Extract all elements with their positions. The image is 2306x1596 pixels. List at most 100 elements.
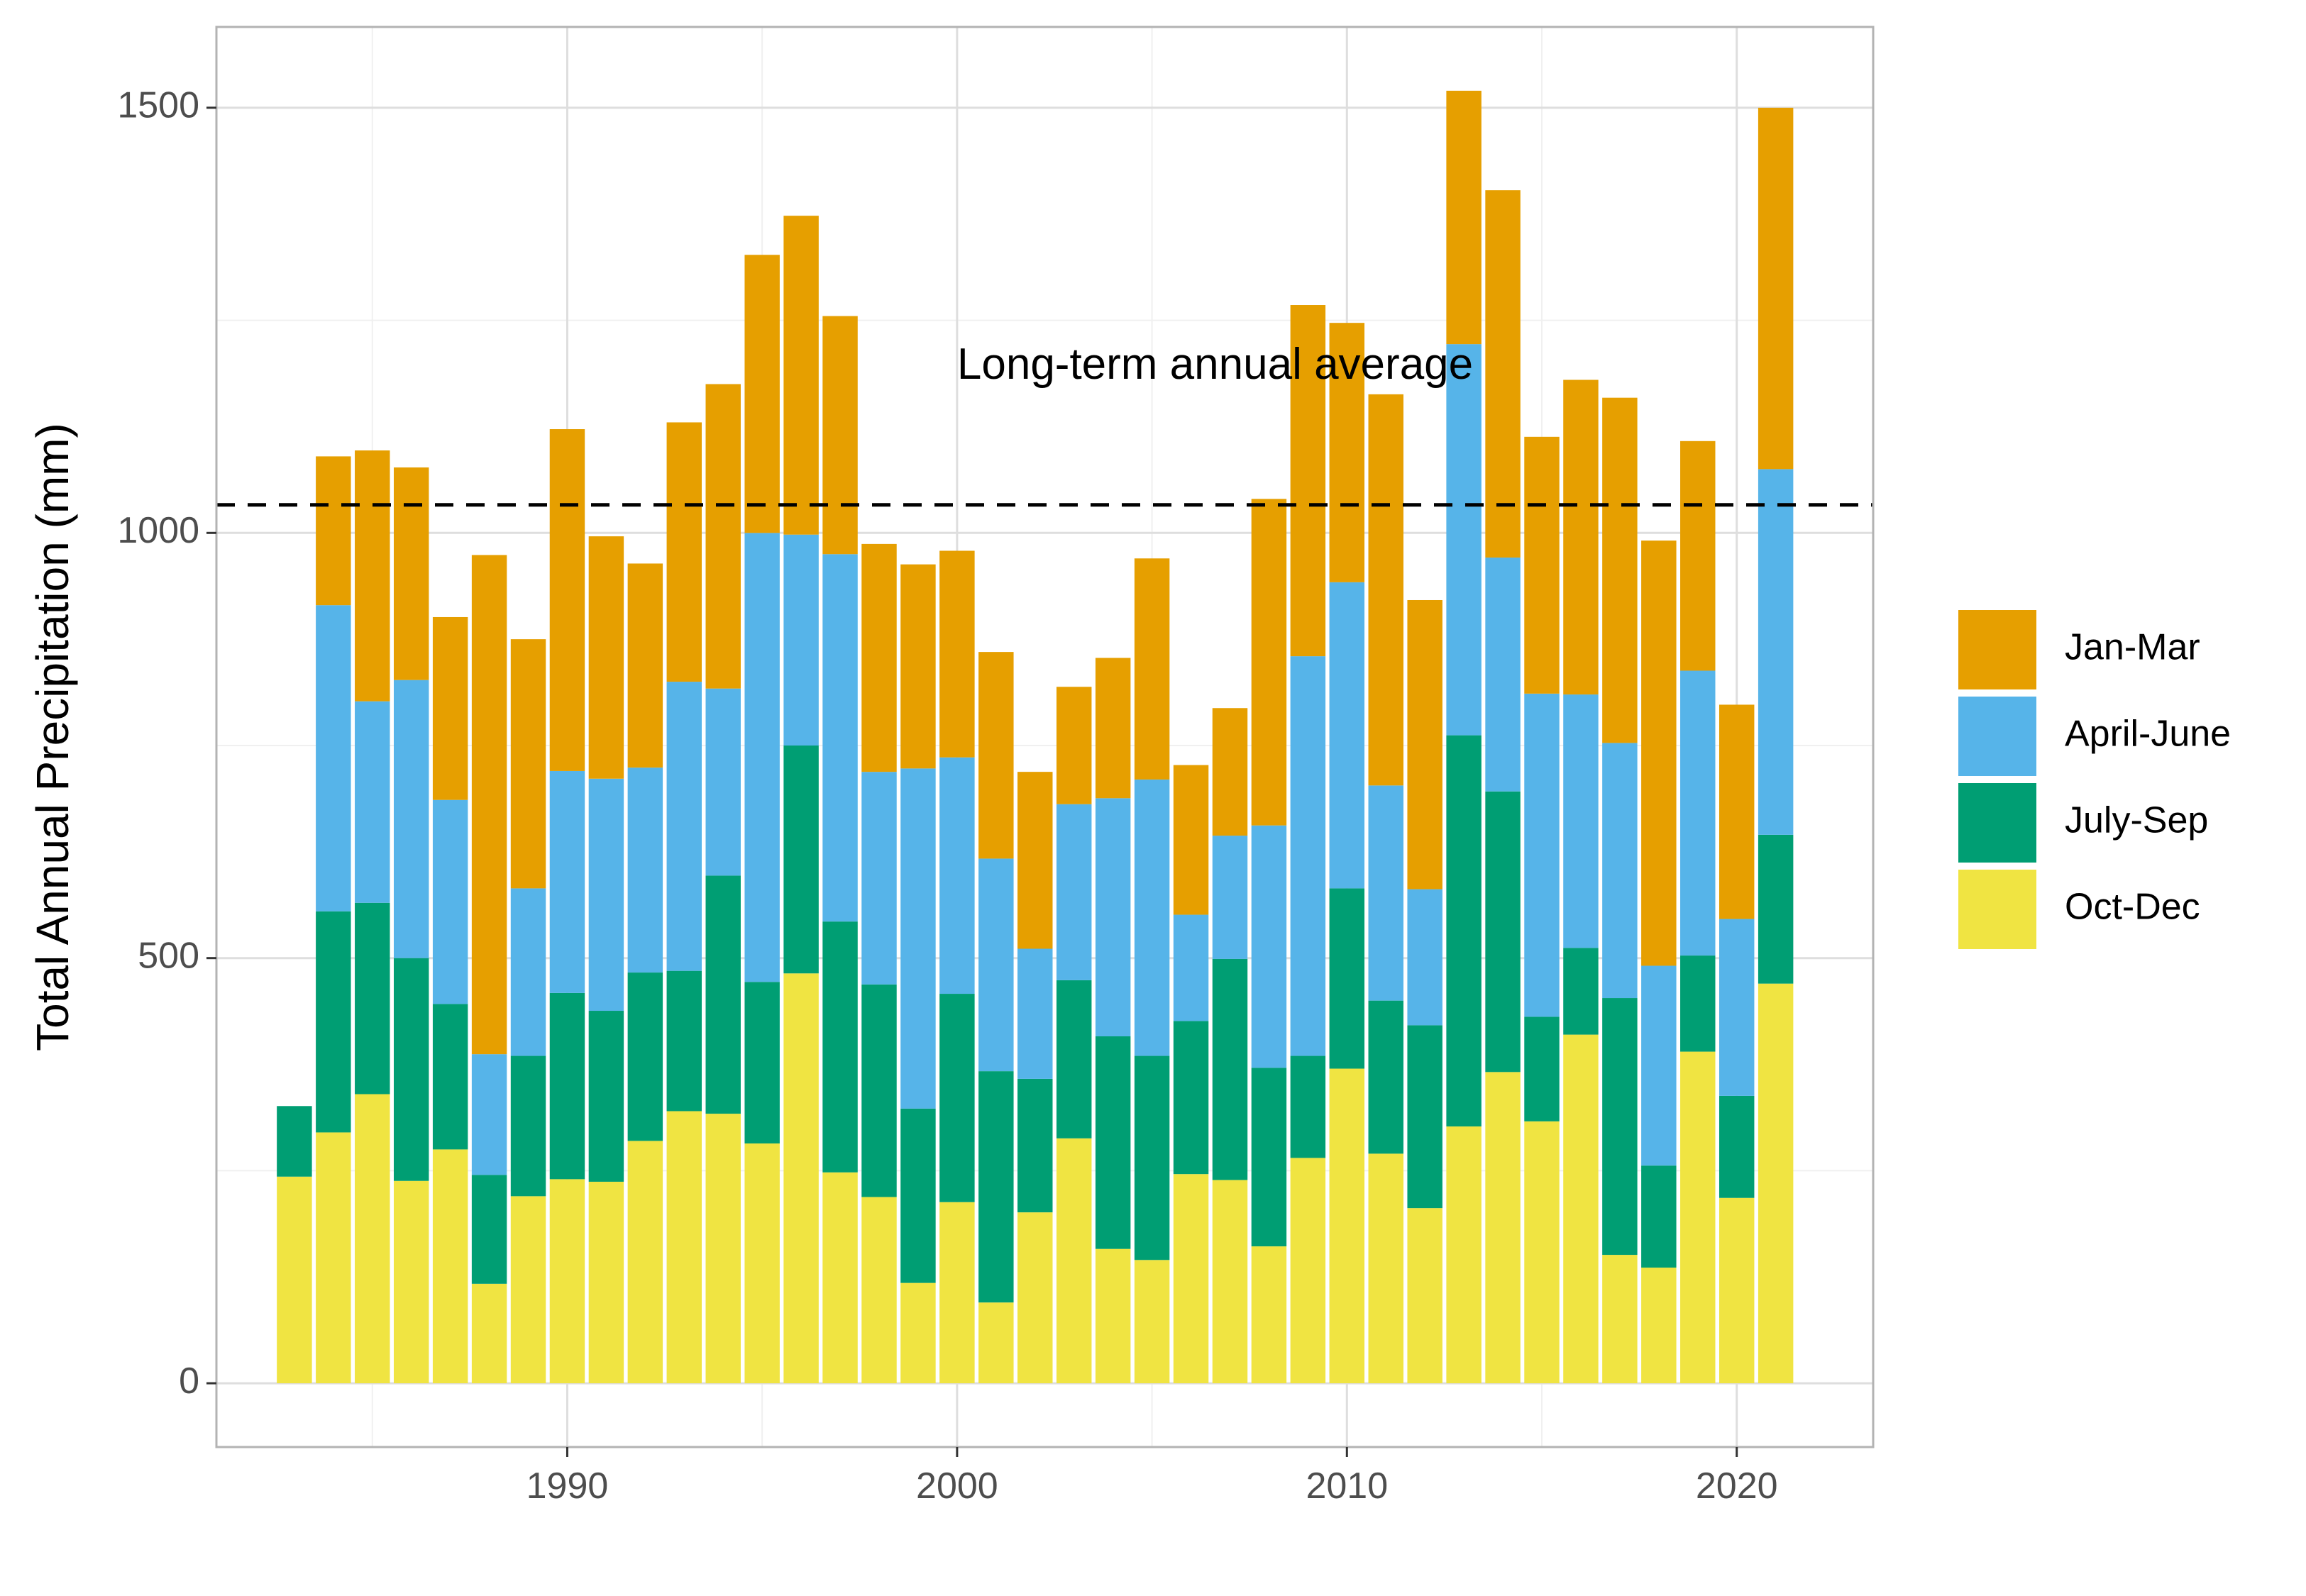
bar-segment bbox=[1212, 1180, 1248, 1384]
legend-label: April-June bbox=[2065, 714, 2231, 755]
bar-segment bbox=[355, 450, 390, 702]
bar-segment bbox=[666, 422, 702, 682]
bar-segment bbox=[1485, 791, 1521, 1073]
bar-segment bbox=[1563, 379, 1599, 695]
bar-segment bbox=[744, 255, 780, 533]
bar-segment bbox=[277, 1106, 312, 1177]
bar-segment bbox=[1446, 90, 1482, 345]
bar-segment bbox=[549, 429, 585, 771]
bar-segment bbox=[1017, 1212, 1053, 1384]
bar-segment bbox=[705, 688, 741, 876]
panel-border bbox=[215, 26, 1875, 1448]
bar-segment bbox=[666, 1111, 702, 1384]
legend-label: Oct-Dec bbox=[2065, 887, 2200, 928]
bar-segment bbox=[1290, 1055, 1326, 1158]
bar-segment bbox=[510, 888, 546, 1056]
bar-segment bbox=[744, 1143, 780, 1384]
bar-segment bbox=[1368, 1153, 1403, 1384]
legend-key bbox=[1958, 697, 2036, 776]
bar-segment bbox=[549, 770, 585, 993]
bar-segment bbox=[316, 605, 351, 911]
bar-segment bbox=[1680, 440, 1716, 671]
bar-segment bbox=[1524, 1121, 1560, 1384]
bar-segment bbox=[1719, 704, 1755, 919]
bar-segment bbox=[1758, 469, 1794, 835]
bar-segment bbox=[1485, 1072, 1521, 1384]
bar-segment bbox=[822, 921, 858, 1173]
bar-segment bbox=[822, 316, 858, 555]
x-tick-label: 1990 bbox=[526, 1465, 609, 1507]
bar-segment bbox=[1407, 599, 1442, 890]
bar-segment bbox=[471, 555, 507, 1055]
bar-segment bbox=[978, 652, 1014, 859]
bar-segment bbox=[1641, 965, 1677, 1166]
bar-segment bbox=[432, 616, 468, 800]
bar-segment bbox=[393, 958, 429, 1181]
bar-segment bbox=[861, 772, 897, 985]
bar-segment bbox=[1407, 1208, 1442, 1384]
bar-segment bbox=[1212, 958, 1248, 1180]
bar-segment bbox=[588, 778, 624, 1012]
bar-segment bbox=[1290, 656, 1326, 1056]
legend-label: July-Sep bbox=[2065, 800, 2208, 841]
bar-segment bbox=[744, 982, 780, 1144]
bar-segment bbox=[1368, 785, 1403, 1001]
bar-segment bbox=[549, 992, 585, 1180]
bar-segment bbox=[705, 1114, 741, 1384]
y-axis-title: Total Annual Precipitation (mm) bbox=[27, 423, 78, 1051]
bar-segment bbox=[1212, 836, 1248, 959]
bar-segment bbox=[316, 911, 351, 1133]
bar-segment bbox=[1407, 889, 1442, 1026]
bar-segment bbox=[978, 858, 1014, 1072]
bar-segment bbox=[666, 970, 702, 1112]
bar-segment bbox=[1290, 305, 1326, 657]
bar-segment bbox=[1524, 693, 1560, 1017]
bar-segment bbox=[510, 1196, 546, 1384]
bar-segment bbox=[1602, 743, 1638, 999]
bar-segment bbox=[1056, 980, 1092, 1138]
bar-segment bbox=[1602, 397, 1638, 743]
bar-segment bbox=[705, 384, 741, 689]
bar-segment bbox=[1524, 436, 1560, 694]
x-tick-label: 2010 bbox=[1306, 1465, 1388, 1507]
bar-segment bbox=[277, 1176, 312, 1384]
bar-segment bbox=[316, 456, 351, 606]
bar-segment bbox=[1017, 1078, 1053, 1213]
bar-segment bbox=[1719, 919, 1755, 1096]
bar-segment bbox=[1056, 1138, 1092, 1384]
bar-segment bbox=[1524, 1016, 1560, 1121]
bar-segment bbox=[1134, 1260, 1170, 1384]
bar-segment bbox=[939, 757, 975, 994]
bar-segment bbox=[939, 994, 975, 1202]
bar-segment bbox=[861, 543, 897, 772]
bar-segment bbox=[510, 1055, 546, 1197]
bar-segment bbox=[627, 563, 663, 768]
bar-segment bbox=[900, 768, 936, 1109]
bar-segment bbox=[1329, 888, 1365, 1069]
bar-segment bbox=[393, 1180, 429, 1384]
axes: 0 500 1000 1500 1990 2000 2010 2020 bbox=[117, 85, 1777, 1507]
bar-segment bbox=[1095, 1248, 1131, 1384]
bar-segment bbox=[1056, 687, 1092, 804]
bar-segment bbox=[355, 902, 390, 1095]
bar-segment bbox=[1095, 1036, 1131, 1249]
bar-segment bbox=[1407, 1025, 1442, 1209]
bar-segment bbox=[1173, 914, 1209, 1021]
reference-line-label: Long-term annual average bbox=[957, 340, 1473, 389]
bar-segment bbox=[783, 534, 819, 746]
bar-segment bbox=[1095, 658, 1131, 799]
bar-segment bbox=[1602, 1255, 1638, 1384]
bar-segment bbox=[1368, 394, 1403, 786]
bar-segment bbox=[900, 1282, 936, 1384]
bar-segment bbox=[393, 680, 429, 958]
bar-segment bbox=[471, 1283, 507, 1384]
bar-segment bbox=[627, 972, 663, 1141]
bar-segment bbox=[1758, 107, 1794, 470]
bar-segment bbox=[1251, 499, 1287, 826]
bar-segment bbox=[588, 1011, 624, 1182]
bar-segment bbox=[1056, 804, 1092, 980]
bar-segment bbox=[1719, 1095, 1755, 1198]
bar-segment bbox=[1017, 772, 1053, 949]
bar-segment bbox=[1563, 1034, 1599, 1384]
bar-segment bbox=[1134, 779, 1170, 1056]
